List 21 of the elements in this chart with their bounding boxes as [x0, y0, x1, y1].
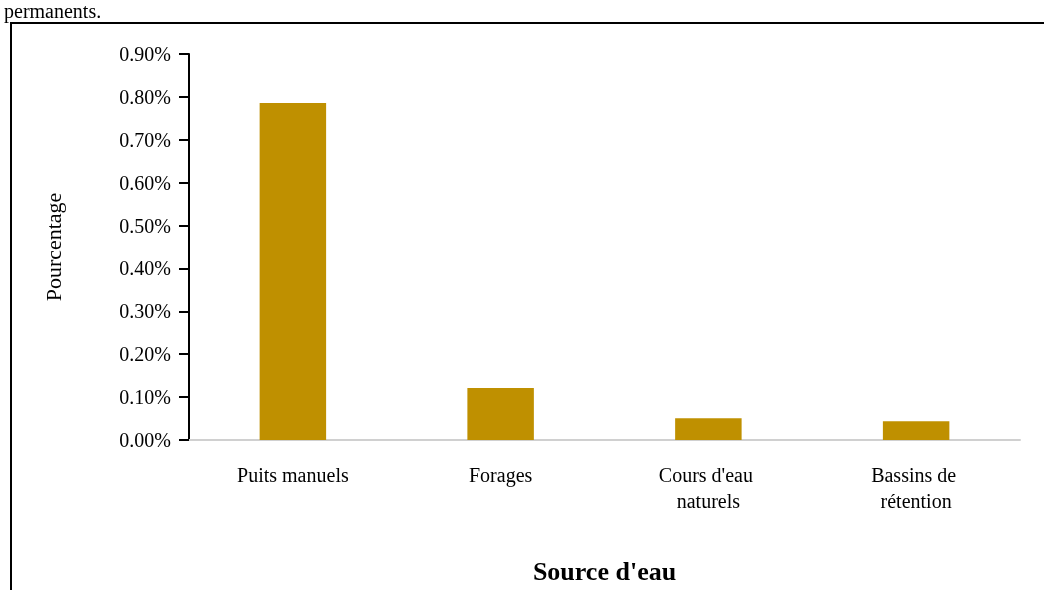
- y-tick-label: 0.90%: [119, 43, 171, 65]
- x-tick-label: Cours d'eau naturels: [658, 464, 758, 512]
- bar: [675, 418, 742, 440]
- y-tick-label: 0.70%: [119, 128, 171, 151]
- x-tick-label: Bassins de rétention: [871, 464, 962, 512]
- x-tick-label: Puits manuels: [237, 464, 349, 486]
- bar: [882, 421, 950, 440]
- bar: [467, 388, 534, 440]
- y-tick-label: 0.50%: [119, 214, 171, 237]
- y-tick-label: 0.00%: [119, 429, 171, 451]
- y-axis-title: Pourcentage: [40, 192, 66, 302]
- y-tick-label: 0.60%: [119, 171, 171, 194]
- text: permanents.: [4, 0, 102, 22]
- bar: [259, 102, 327, 440]
- x-tick-label: Forages: [468, 464, 533, 487]
- y-tick-label: 0.10%: [119, 386, 171, 409]
- y-tick-label: 0.30%: [119, 300, 171, 323]
- y-tick-label: 0.20%: [119, 343, 171, 366]
- y-tick-label: 0.40%: [119, 257, 171, 280]
- x-axis-title: Source d'eau: [532, 556, 677, 586]
- y-tick-label: 0.80%: [119, 85, 171, 108]
